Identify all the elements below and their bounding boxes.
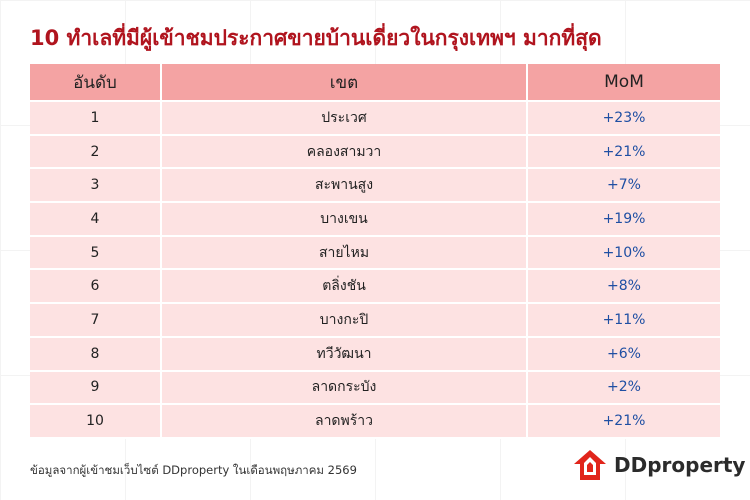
source-note: ข้อมูลจากผู้เข้าชมเว็บไซต์ DDproperty ใน… (30, 463, 357, 477)
table-cell: +6% (528, 337, 720, 372)
column-header: อันดับ (30, 64, 162, 102)
table-cell: +19% (528, 203, 720, 237)
table-cell: 8 (30, 337, 162, 372)
title: 10 ทำเลที่มีผู้เข้าชมประกาศขายบ้านเดี่ยว… (30, 26, 602, 50)
table-cell: 7 (30, 304, 162, 338)
table-row: 4 บางเขน +19% (30, 203, 720, 237)
table-cell: +21% (528, 405, 720, 439)
table-cell: บางกะปิ (162, 304, 528, 338)
table-cell: สายไหม (162, 236, 528, 271)
table-cell: +7% (528, 169, 720, 204)
table-row: 10 ลาดพร้าว +21% (30, 405, 720, 439)
logo: DDproperty (572, 448, 745, 482)
table-cell: 3 (30, 169, 162, 204)
table-cell: ลาดพร้าว (162, 405, 528, 439)
table-cell: 5 (30, 236, 162, 271)
table-row: 3 สะพานสูง +7% (30, 169, 720, 204)
table-cell: บางเขน (162, 203, 528, 237)
table-row: 1 ประเวศ +23% (30, 102, 720, 136)
logo-icon (574, 450, 606, 480)
table-row: 8 ทวีวัฒนา +6% (30, 337, 720, 372)
table: อันดับ เขต MoM 1 ประเวศ +23% 2 คลองสามวา +21% 3 สะ… (30, 64, 720, 439)
table-cell: 4 (30, 203, 162, 237)
table-cell: +11% (528, 304, 720, 338)
table-row: 5 สายไหม +10% (30, 236, 720, 271)
table-cell: สะพานสูง (162, 169, 528, 204)
table-cell: +23% (528, 102, 720, 136)
logo-text: DDproperty (614, 453, 746, 477)
table-cell: +2% (528, 371, 720, 406)
table-cell: +10% (528, 236, 720, 271)
column-header: MoM (528, 64, 720, 102)
table-row: 2 คลองสามวา +21% (30, 135, 720, 170)
table-cell: 9 (30, 371, 162, 406)
table-cell: +8% (528, 270, 720, 305)
column-header: เขต (162, 64, 528, 102)
table-row: 7 บางกะปิ +11% (30, 304, 720, 338)
table-cell: ประเวศ (162, 102, 528, 136)
table-cell: 1 (30, 102, 162, 136)
header-row: อันดับ เขต MoM (30, 64, 720, 102)
table-cell: 10 (30, 405, 162, 439)
table-cell: +21% (528, 135, 720, 170)
table-cell: ทวีวัฒนา (162, 337, 528, 372)
table-cell: ตลิ่งชัน (162, 270, 528, 305)
table-cell: คลองสามวา (162, 135, 528, 170)
table-cell: ลาดกระบัง (162, 371, 528, 406)
table-cell: 6 (30, 270, 162, 305)
table-row: 9 ลาดกระบัง +2% (30, 371, 720, 406)
table-row: 6 ตลิ่งชัน +8% (30, 270, 720, 305)
table-cell: 2 (30, 135, 162, 170)
